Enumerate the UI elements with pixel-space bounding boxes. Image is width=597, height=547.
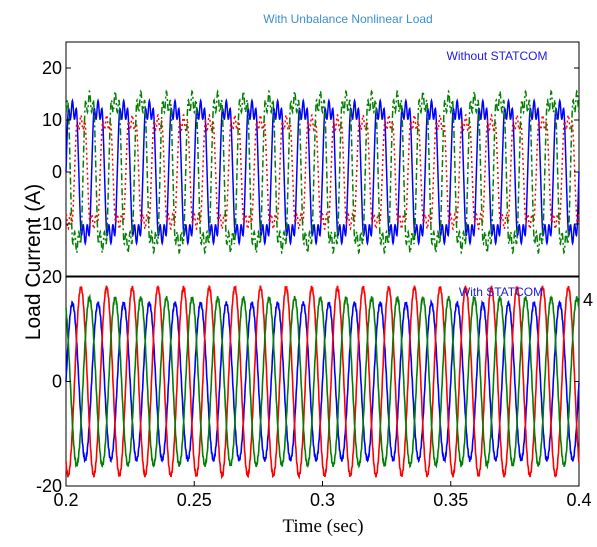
x-ticks: 0.2 0.25 0.3 0.35 0.4 xyxy=(53,481,592,510)
x-axis-label: Time (sec) xyxy=(282,516,363,537)
y-axis-label: Load Current (A) xyxy=(22,184,45,340)
with-statcom-annotation: With STATCOM xyxy=(459,285,543,299)
x-tick-label: 0.35 xyxy=(433,490,468,510)
bottom-y-ticks: 20 0 -20 xyxy=(36,267,579,496)
y-tick-label: 20 xyxy=(42,267,62,287)
without-statcom-annotation: Without STATCOM xyxy=(447,49,548,63)
y-tick-label: -20 xyxy=(36,476,62,496)
x-tick-label: 0.3 xyxy=(310,490,335,510)
series-line-0-0 xyxy=(65,97,580,247)
top-panel: With Unbalance Nonlinear Load 20 10 0 -10 W… xyxy=(36,12,580,277)
y-tick-label: 0 xyxy=(52,372,62,392)
series-line-0-1 xyxy=(65,113,580,231)
top-series-group xyxy=(65,89,580,255)
x-tick-label: 0.2 xyxy=(53,490,78,510)
y-tick-label: -10 xyxy=(36,214,62,234)
x-tick-label: 0.4 xyxy=(566,490,591,510)
bottom-panel: 20 0 -20 0.2 0.25 0.3 0.35 0.4 With STATCOM Ti… xyxy=(36,267,592,537)
y-tick-label: 10 xyxy=(42,110,62,130)
series-line-1-1 xyxy=(65,284,580,480)
x-tick-label: 0.25 xyxy=(177,490,212,510)
top-y-ticks: 20 10 0 -10 xyxy=(36,58,579,234)
y-tick-label: 20 xyxy=(42,58,62,78)
chart-title: With Unbalance Nonlinear Load xyxy=(263,12,432,26)
bottom-series-group xyxy=(65,284,580,480)
series-line-0-2 xyxy=(65,89,580,255)
series-line-1-2 xyxy=(65,293,580,470)
series-line-1-0 xyxy=(65,298,580,464)
y-tick-label: 0 xyxy=(52,162,62,182)
stray-tick-label: 4 xyxy=(583,290,593,310)
